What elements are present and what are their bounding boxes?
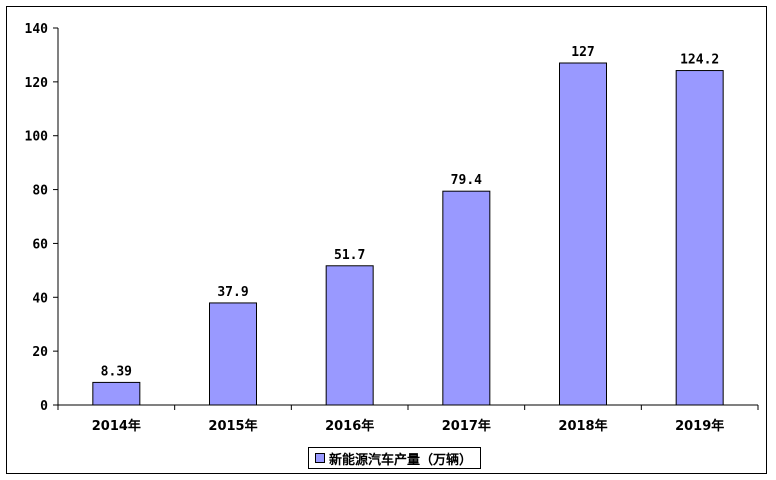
x-axis: 2014年 2015年 2016年 2017年 2018年 2019年 — [57, 404, 759, 434]
y-tick-label: 60 — [32, 237, 48, 252]
y-tick-label: 40 — [32, 291, 48, 306]
bar-2018年 — [559, 62, 607, 406]
data-label: 51.7 — [334, 248, 365, 263]
y-tick-label: 80 — [32, 184, 48, 199]
x-category-label: 2016年 — [325, 418, 374, 434]
y-tick-label: 140 — [25, 22, 49, 37]
legend-swatch — [315, 453, 325, 463]
x-category-label: 2017年 — [442, 418, 491, 434]
legend-label: 新能源汽车产量（万辆） — [329, 452, 473, 468]
x-category-label: 2015年 — [208, 418, 257, 434]
x-category-label: 2019年 — [675, 418, 724, 434]
x-category-label: 2014年 — [92, 418, 141, 434]
bar-2019年 — [675, 70, 724, 406]
y-axis: 0 20 40 60 80 100 120 140 — [25, 22, 59, 414]
x-category-label: 2018年 — [558, 418, 607, 434]
bar-2017年 — [442, 190, 491, 406]
legend: 新能源汽车产量（万辆） — [308, 447, 482, 469]
bars — [92, 62, 724, 406]
bar-2014年 — [92, 381, 141, 406]
data-label: 37.9 — [217, 285, 248, 300]
y-tick-label: 100 — [25, 130, 49, 145]
data-label: 127 — [571, 45, 594, 60]
y-tick-label: 0 — [40, 399, 48, 414]
bar-2015年 — [209, 302, 257, 406]
y-tick-label: 120 — [25, 76, 49, 91]
data-label: 124.2 — [680, 53, 719, 68]
bar-2016年 — [325, 265, 374, 406]
data-labels: 8.39 37.9 51.7 79.4 127 124.2 — [101, 45, 720, 379]
data-label: 79.4 — [451, 173, 482, 188]
data-label: 8.39 — [101, 364, 132, 379]
y-tick-label: 20 — [32, 345, 48, 360]
